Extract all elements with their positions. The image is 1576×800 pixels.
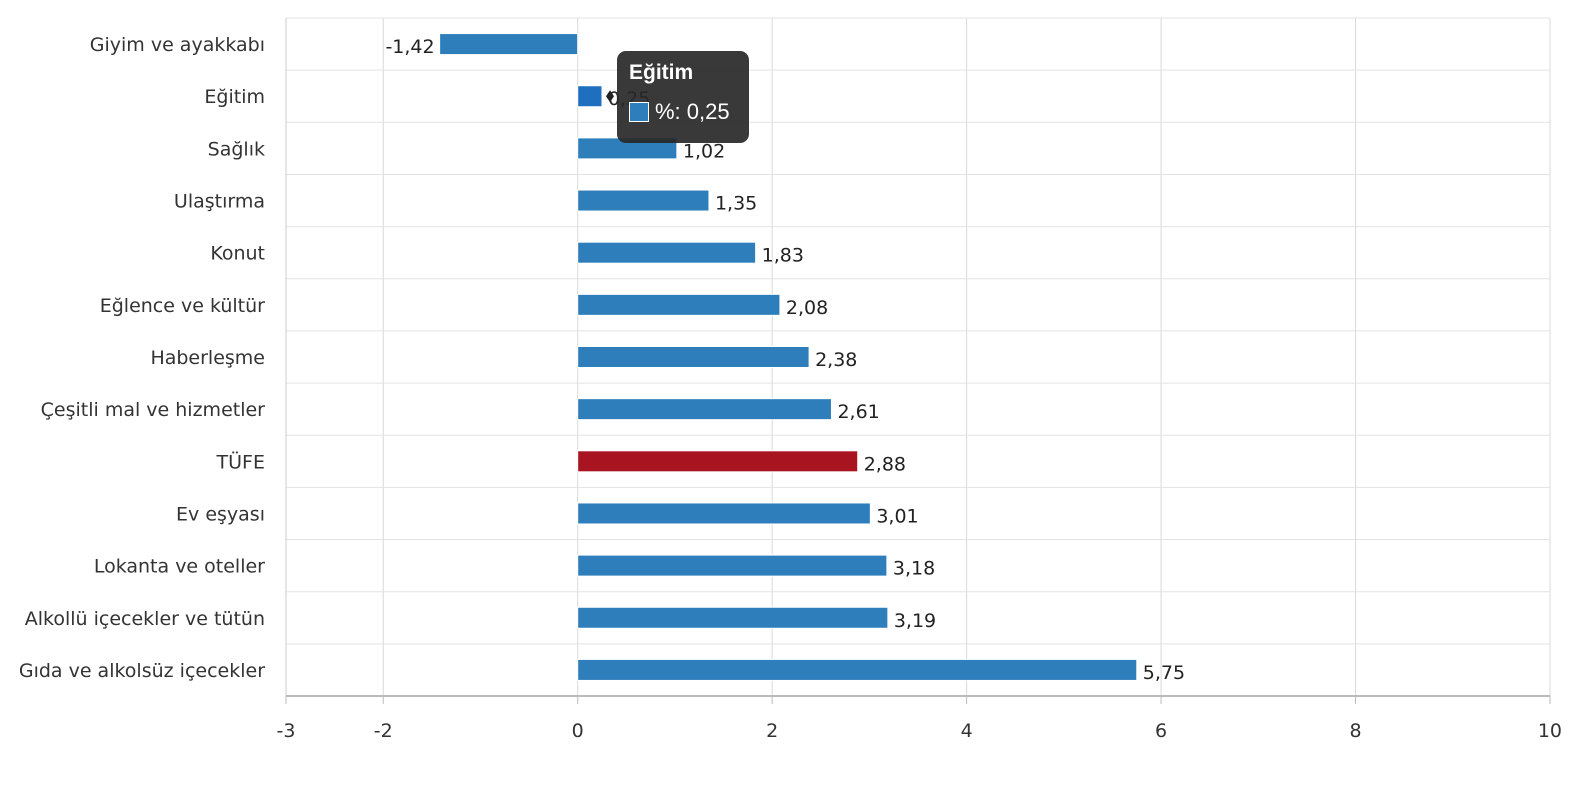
category-label: Çeşitli mal ve hizmetler	[41, 399, 266, 421]
x-tick-label: 0	[572, 720, 584, 742]
data-label: 1,83	[762, 245, 804, 267]
category-label: TÜFE	[216, 450, 265, 473]
category-label: Gıda ve alkolsüz içecekler	[19, 660, 265, 682]
category-labels: Giyim ve ayakkabı Eğitim Sağlık Ulaştırma Ko…	[19, 34, 265, 682]
bar-12[interactable]	[577, 606, 889, 629]
bar-10[interactable]	[577, 502, 871, 525]
bar-11[interactable]	[577, 554, 888, 577]
data-label: 1,02	[683, 140, 725, 162]
tooltip-value: %: 0,25	[655, 99, 730, 124]
bar-9[interactable]	[577, 450, 859, 473]
x-tick-label: 6	[1155, 720, 1167, 742]
data-label: 2,88	[864, 453, 906, 475]
data-label: 5,75	[1143, 662, 1185, 684]
bar-2[interactable]	[577, 85, 603, 108]
bar-7[interactable]	[577, 346, 810, 368]
grid-lines	[285, 17, 1551, 697]
bar-5[interactable]	[577, 241, 757, 264]
data-label: 3,01	[876, 505, 918, 527]
category-label: Ulaştırma	[174, 191, 265, 213]
bars	[439, 33, 1138, 681]
data-label: 1,35	[715, 193, 757, 215]
x-axis: -3 -2 0 2 4 6 8 10	[277, 695, 1562, 742]
bar-13[interactable]	[577, 658, 1138, 681]
category-label: Alkollü içecekler ve tütün	[25, 608, 265, 630]
category-label: Konut	[210, 243, 265, 265]
data-label: -1,42	[385, 36, 434, 58]
bar-8[interactable]	[577, 398, 832, 421]
category-label: Haberleşme	[150, 347, 265, 369]
tooltip-title: Eğitim	[629, 61, 694, 84]
data-label: 2,38	[815, 349, 857, 371]
category-label: Eğitim	[204, 86, 265, 108]
x-tick-label: 8	[1349, 720, 1361, 742]
data-label: 2,08	[786, 297, 828, 319]
data-label: 3,18	[893, 558, 935, 580]
category-label: Ev eşyası	[176, 503, 265, 525]
category-label: Eğlence ve kültür	[100, 295, 265, 317]
bar-6[interactable]	[577, 293, 781, 316]
category-label: Lokanta ve oteller	[94, 556, 265, 578]
x-tick-label: -2	[374, 720, 393, 742]
x-tick-label: 2	[766, 720, 778, 742]
tooltip-row: %: 0,25	[629, 99, 737, 125]
category-label: Sağlık	[208, 138, 265, 160]
category-label: Giyim ve ayakkabı	[90, 34, 265, 56]
data-label: 2,61	[837, 401, 879, 423]
bar-1[interactable]	[439, 33, 579, 56]
tooltip: Eğitim %: 0,25	[617, 51, 749, 143]
tooltip-swatch	[629, 102, 649, 122]
x-tick-label: 4	[961, 720, 973, 742]
x-tick-label: -3	[277, 720, 296, 742]
x-tick-label: 10	[1538, 720, 1562, 742]
data-label: 3,19	[894, 610, 936, 632]
hover-diamond	[606, 90, 614, 103]
bar-4[interactable]	[577, 189, 710, 212]
hover-marker	[606, 90, 614, 103]
